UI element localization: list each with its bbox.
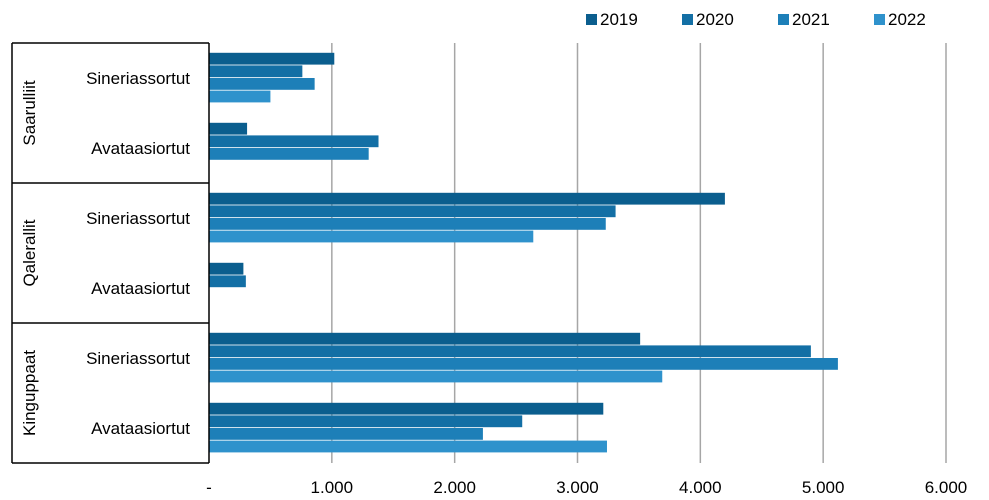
category-label: Sineriassortut — [86, 349, 190, 368]
category-label: Sineriassortut — [86, 69, 190, 88]
bar-saarulliit-sineriassortut-2022 — [209, 90, 271, 103]
category-label: Avataasiortut — [91, 139, 190, 158]
bar-kinguppaat-sineriassortut-2020 — [209, 345, 811, 358]
bar-qalerallit-avataasiortut-2019 — [209, 262, 244, 275]
legend-label-2021: 2021 — [792, 10, 830, 29]
bar-kinguppaat-avataasiortut-2021 — [209, 428, 483, 440]
group-label: Saarulliit — [20, 80, 39, 145]
bar-saarulliit-avataasiortut-2021 — [209, 148, 369, 160]
bar-qalerallit-avataasiortut-2020 — [209, 275, 246, 288]
bar-saarulliit-avataasiortut-2019 — [209, 122, 248, 135]
category-axis — [11, 42, 210, 464]
bar-kinguppaat-sineriassortut-2022 — [209, 370, 663, 383]
bar-kinguppaat-sineriassortut-2019 — [209, 332, 641, 345]
bar-qalerallit-sineriassortut-2022 — [209, 230, 534, 243]
bars — [209, 52, 838, 453]
category-label: Avataasiortut — [91, 419, 190, 438]
bar-kinguppaat-avataasiortut-2020 — [209, 415, 523, 428]
legend-swatch-2020 — [682, 14, 693, 25]
bar-saarulliit-avataasiortut-2020 — [209, 135, 379, 148]
gridlines — [331, 43, 947, 463]
legend-label-2022: 2022 — [888, 10, 926, 29]
legend: 2019 2020 2021 2022 — [586, 10, 926, 29]
x-tick-label: 1.000 — [311, 478, 354, 497]
bar-kinguppaat-avataasiortut-2022 — [209, 440, 607, 453]
category-label: Sineriassortut — [86, 209, 190, 228]
bar-saarulliit-sineriassortut-2019 — [209, 52, 335, 65]
legend-swatch-2021 — [778, 14, 789, 25]
x-tick-label: 5.000 — [802, 478, 845, 497]
x-tick-label: 6.000 — [925, 478, 968, 497]
bar-qalerallit-sineriassortut-2019 — [209, 192, 725, 205]
x-axis-ticks: - 1.000 2.000 3.000 4.000 5.000 6.000 — [206, 478, 967, 497]
bar-qalerallit-sineriassortut-2021 — [209, 218, 606, 230]
x-tick-label: 3.000 — [556, 478, 599, 497]
category-label: Avataasiortut — [91, 279, 190, 298]
legend-swatch-2022 — [874, 14, 885, 25]
x-tick-label: 4.000 — [679, 478, 722, 497]
category-labels: Sineriassortut Avataasiortut Saarulliit Sin… — [20, 69, 190, 438]
legend-swatch-2019 — [586, 14, 597, 25]
group-label: Kinguppaat — [20, 350, 39, 436]
legend-label-2020: 2020 — [696, 10, 734, 29]
group-label: Qalerallit — [20, 219, 39, 286]
bar-saarulliit-sineriassortut-2021 — [209, 78, 315, 90]
bar-qalerallit-sineriassortut-2020 — [209, 205, 616, 218]
bar-kinguppaat-avataasiortut-2019 — [209, 402, 604, 415]
legend-label-2019: 2019 — [600, 10, 638, 29]
bar-kinguppaat-sineriassortut-2021 — [209, 358, 838, 370]
x-tick-label: 2.000 — [433, 478, 476, 497]
bar-saarulliit-sineriassortut-2020 — [209, 65, 303, 78]
x-tick-label: - — [206, 478, 212, 497]
